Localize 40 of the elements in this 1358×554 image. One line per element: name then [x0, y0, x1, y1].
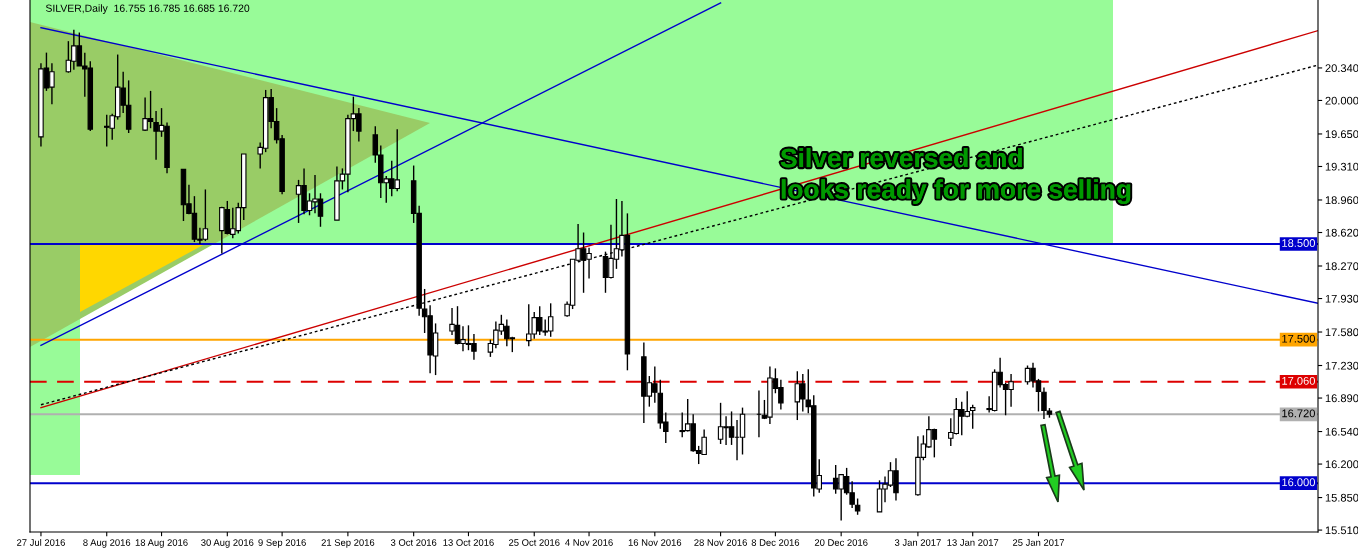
x-tick-label: 3 Jan 2017	[894, 539, 941, 546]
ref-line-label: 18.500	[1282, 239, 1315, 247]
x-tick-label: 27 Jul 2016	[17, 538, 65, 546]
x-tick-label: 18 Aug 2016	[135, 539, 188, 548]
y-tick-label: 19.310	[1325, 162, 1358, 171]
y-tick-label: 16.200	[1325, 460, 1358, 469]
x-tick-label: 4 Nov 2016	[565, 539, 613, 546]
x-tick-label: 8 Aug 2016	[83, 539, 131, 548]
x-tick-label: 25 Jan 2017	[1012, 539, 1064, 546]
y-tick-label: 20.000	[1325, 96, 1358, 105]
y-tick-label: 15.850	[1325, 493, 1358, 502]
ref-line-label: 16.720	[1282, 409, 1315, 418]
chart-title: SILVER,Daily 16.755 16.785 16.685 16.720	[45, 4, 250, 14]
y-tick-label: 17.230	[1325, 361, 1358, 370]
y-tick-label: 19.650	[1325, 130, 1358, 139]
ref-line-label: 17.060	[1282, 376, 1315, 385]
x-tick-label: 28 Nov 2016	[694, 539, 747, 546]
x-tick-label: 30 Aug 2016	[201, 539, 254, 548]
x-tick-label: 13 Oct 2016	[443, 539, 494, 546]
y-tick-label: 20.340	[1325, 64, 1358, 73]
y-tick-label: 18.960	[1325, 196, 1358, 205]
x-tick-label: 9 Sep 2016	[258, 539, 306, 548]
ref-line-label: 16.000	[1282, 478, 1315, 487]
x-tick-label: 16 Nov 2016	[628, 539, 682, 546]
x-tick-label: 25 Oct 2016	[508, 539, 560, 546]
y-tick-label: 18.270	[1325, 262, 1358, 271]
candlestick	[739, 406, 746, 456]
ref-line-label: 17.500	[1282, 334, 1315, 343]
x-tick-label: 8 Dec 2016	[751, 539, 800, 546]
x-tick-label: 3 Oct 2016	[390, 539, 437, 546]
x-tick-label: 20 Dec 2016	[814, 539, 868, 546]
y-tick-label: 16.540	[1325, 427, 1358, 436]
y-tick-label: 16.890	[1325, 394, 1358, 403]
x-tick-label: 13 Jan 2017	[947, 539, 999, 546]
y-tick-label: 17.580	[1325, 328, 1358, 337]
y-tick-label: 18.620	[1325, 228, 1358, 237]
y-tick-label: 17.930	[1325, 294, 1358, 303]
x-tick-label: 21 Sep 2016	[321, 539, 375, 548]
candlestick	[969, 404, 976, 430]
y-tick-label: 15.510	[1325, 526, 1358, 535]
